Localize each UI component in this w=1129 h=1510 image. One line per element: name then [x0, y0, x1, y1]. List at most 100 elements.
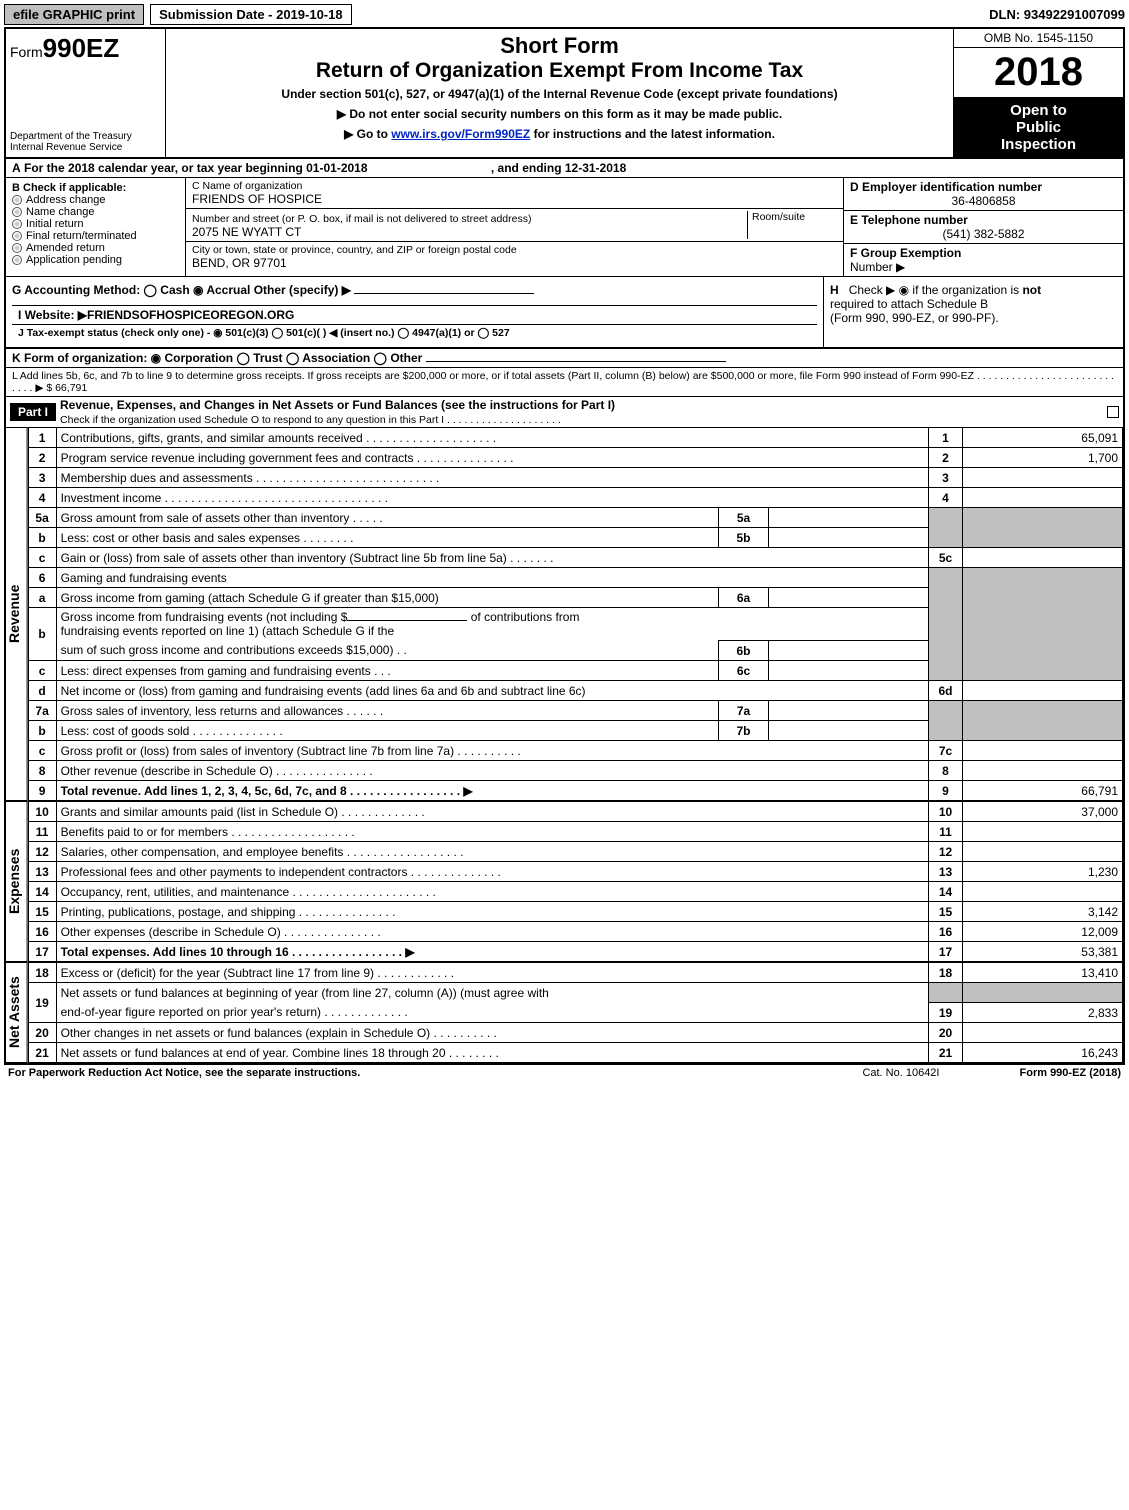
goto-prefix: ▶ Go to: [344, 127, 391, 141]
col-d-e-f: D Employer identification number 36-4806…: [843, 178, 1123, 276]
checkbox-initial-return[interactable]: [12, 219, 22, 229]
expenses-section: Expenses 10Grants and similar amounts pa…: [6, 801, 1123, 962]
row-j: J Tax-exempt status (check only one) - ◉…: [12, 324, 817, 341]
revenue-label: Revenue: [6, 427, 28, 801]
row-h-text3: (Form 990, 990-EZ, or 990-PF).: [830, 311, 999, 325]
submission-date-button[interactable]: Submission Date - 2019-10-18: [150, 4, 352, 25]
line-21-value: 16,243: [963, 1043, 1123, 1063]
city-label: City or town, state or province, country…: [192, 244, 837, 256]
line-19-value: 2,833: [963, 1003, 1123, 1023]
dept-irs: Internal Revenue Service: [10, 142, 161, 153]
dept-treasury: Department of the Treasury: [10, 131, 161, 142]
inspection-label: Open to Public Inspection: [954, 98, 1123, 157]
part-i-checkbox[interactable]: [1107, 406, 1119, 418]
goto-line: ▶ Go to www.irs.gov/Form990EZ for instru…: [174, 127, 945, 141]
footer-cat-no: Cat. No. 10642I: [862, 1067, 939, 1079]
line-15-value: 3,142: [963, 902, 1123, 922]
net-assets-section: Net Assets 18Excess or (deficit) for the…: [6, 962, 1123, 1063]
street-label: Number and street (or P. O. box, if mail…: [192, 213, 531, 225]
row-g: G Accounting Method: ◯ Cash ◉ Accrual Ot…: [12, 283, 817, 297]
line-13-value: 1,230: [963, 862, 1123, 882]
form-container: Form990EZ Department of the Treasury Int…: [4, 27, 1125, 1065]
app-pending: Application pending: [26, 254, 122, 266]
part-i-header: Part I Revenue, Expenses, and Changes in…: [6, 396, 1123, 427]
form-number: 990EZ: [43, 33, 120, 63]
form-prefix: Form: [10, 44, 43, 60]
ein-value: 36-4806858: [850, 194, 1117, 208]
row-k: K Form of organization: ◉ Corporation ◯ …: [6, 348, 1123, 367]
header-left: Form990EZ Department of the Treasury Int…: [6, 29, 166, 157]
line-9-total-revenue: 66,791: [963, 781, 1123, 801]
header-center: Short Form Return of Organization Exempt…: [166, 29, 953, 157]
checkbox-app-pending[interactable]: [12, 255, 22, 265]
dln-label: DLN: 93492291007099: [989, 7, 1125, 22]
row-a-prefix: A: [12, 161, 21, 175]
tax-year: 2018: [954, 48, 1123, 98]
line-10-value: 37,000: [963, 802, 1123, 822]
top-bar: efile GRAPHIC print Submission Date - 20…: [4, 4, 1125, 25]
expenses-table: 10Grants and similar amounts paid (list …: [28, 801, 1123, 962]
street-value: 2075 NE WYATT CT: [192, 225, 747, 239]
group-exempt-number: Number ▶: [850, 260, 905, 274]
line-16-value: 12,009: [963, 922, 1123, 942]
phone-value: (541) 382-5882: [850, 227, 1117, 241]
row-i: I Website: ▶FRIENDSOFHOSPICEOREGON.ORG: [12, 305, 817, 324]
initial-return: Initial return: [26, 218, 83, 230]
page-footer: For Paperwork Reduction Act Notice, see …: [4, 1065, 1125, 1081]
rows-b-through-f: B Check if applicable: Address change Na…: [6, 178, 1123, 277]
short-form-title: Short Form: [174, 33, 945, 59]
efile-print-button[interactable]: efile GRAPHIC print: [4, 4, 144, 25]
row-l: L Add lines 5b, 6c, and 7b to line 9 to …: [6, 367, 1123, 396]
line-2-value: 1,700: [963, 448, 1123, 468]
row-a-ending: , and ending 12-31-2018: [491, 161, 626, 175]
part-i-label: Part I: [10, 403, 56, 421]
line-1-value: 65,091: [963, 428, 1123, 448]
row-h-text2: required to attach Schedule B: [830, 297, 988, 311]
inspection: Inspection: [958, 136, 1119, 153]
expenses-label: Expenses: [6, 801, 28, 962]
footer-right: Form 990-EZ (2018): [1020, 1067, 1122, 1079]
phone-label: E Telephone number: [850, 213, 968, 227]
row-h: H Check ▶ ◉ if the organization is not r…: [823, 277, 1123, 347]
checkbox-name-change[interactable]: [12, 207, 22, 217]
name-change: Name change: [26, 206, 95, 218]
checkbox-amended[interactable]: [12, 243, 22, 253]
ssn-warning: ▶ Do not enter social security numbers o…: [174, 107, 945, 121]
amended: Amended return: [26, 242, 105, 254]
line-17-total-expenses: 53,381: [963, 942, 1123, 962]
row-h-text1: Check ▶ ◉ if the organization is: [849, 283, 1023, 297]
under-section: Under section 501(c), 527, or 4947(a)(1)…: [174, 87, 945, 101]
col-b-title: B Check if applicable:: [12, 182, 179, 194]
goto-suffix: for instructions and the latest informat…: [530, 127, 775, 141]
org-name-label: C Name of organization: [192, 180, 837, 192]
return-title: Return of Organization Exempt From Incom…: [174, 59, 945, 83]
line-18-value: 13,410: [963, 963, 1123, 983]
part-i-sub: Check if the organization used Schedule …: [60, 414, 561, 426]
open-to: Open to: [958, 102, 1119, 119]
header-right: OMB No. 1545-1150 2018 Open to Public In…: [953, 29, 1123, 157]
net-assets-label: Net Assets: [6, 962, 28, 1063]
col-c: C Name of organization FRIENDS OF HOSPIC…: [186, 178, 843, 276]
omb-number: OMB No. 1545-1150: [954, 29, 1123, 48]
footer-left: For Paperwork Reduction Act Notice, see …: [8, 1067, 360, 1079]
ein-label: D Employer identification number: [850, 180, 1042, 194]
irs-link[interactable]: www.irs.gov/Form990EZ: [391, 127, 530, 141]
public: Public: [958, 119, 1119, 136]
gross-receipts: 66,791: [55, 382, 87, 394]
revenue-section: Revenue 1Contributions, gifts, grants, a…: [6, 427, 1123, 801]
checkbox-final-return[interactable]: [12, 231, 22, 241]
addr-change: Address change: [26, 194, 106, 206]
group-exempt-label: F Group Exemption: [850, 246, 961, 260]
row-a: A For the 2018 calendar year, or tax yea…: [6, 159, 1123, 178]
city-value: BEND, OR 97701: [192, 256, 837, 270]
final-return: Final return/terminated: [26, 230, 137, 242]
part-i-title: Revenue, Expenses, and Changes in Net As…: [60, 398, 615, 412]
checkbox-address-change[interactable]: [12, 195, 22, 205]
revenue-table: 1Contributions, gifts, grants, and simil…: [28, 427, 1123, 801]
net-assets-table: 18Excess or (deficit) for the year (Subt…: [28, 962, 1123, 1063]
room-suite: Room/suite: [747, 211, 837, 239]
row-a-text: For the 2018 calendar year, or tax year …: [24, 161, 368, 175]
form-header: Form990EZ Department of the Treasury Int…: [6, 29, 1123, 159]
col-b: B Check if applicable: Address change Na…: [6, 178, 186, 276]
org-name: FRIENDS OF HOSPICE: [192, 192, 837, 206]
